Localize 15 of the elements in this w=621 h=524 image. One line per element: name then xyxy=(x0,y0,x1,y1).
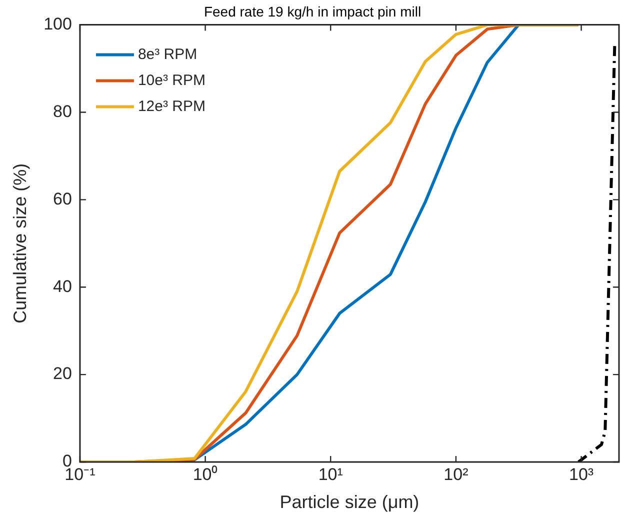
legend-label: 8e³ RPM xyxy=(138,46,198,63)
x-tick-label: 10² xyxy=(444,464,469,484)
x-axis-title: Particle size (μm) xyxy=(280,492,420,512)
y-tick-label: 80 xyxy=(53,102,72,121)
x-tick-label: 10³ xyxy=(568,464,594,484)
y-tick-label: 60 xyxy=(53,189,72,208)
legend-label: 10e³ RPM xyxy=(138,72,206,89)
y-axis-title: Cumulative size (%) xyxy=(10,163,30,324)
chart-title: Feed rate 19 kg/h in impact pin mill xyxy=(204,3,422,20)
y-tick-label: 100 xyxy=(44,14,72,34)
y-tick-label: 40 xyxy=(53,276,72,296)
y-tick-label: 20 xyxy=(53,364,72,384)
x-tick-label: 10¹ xyxy=(318,464,344,484)
x-tick-label: 10⁰ xyxy=(192,464,218,484)
legend-label: 12e³ RPM xyxy=(138,98,206,115)
